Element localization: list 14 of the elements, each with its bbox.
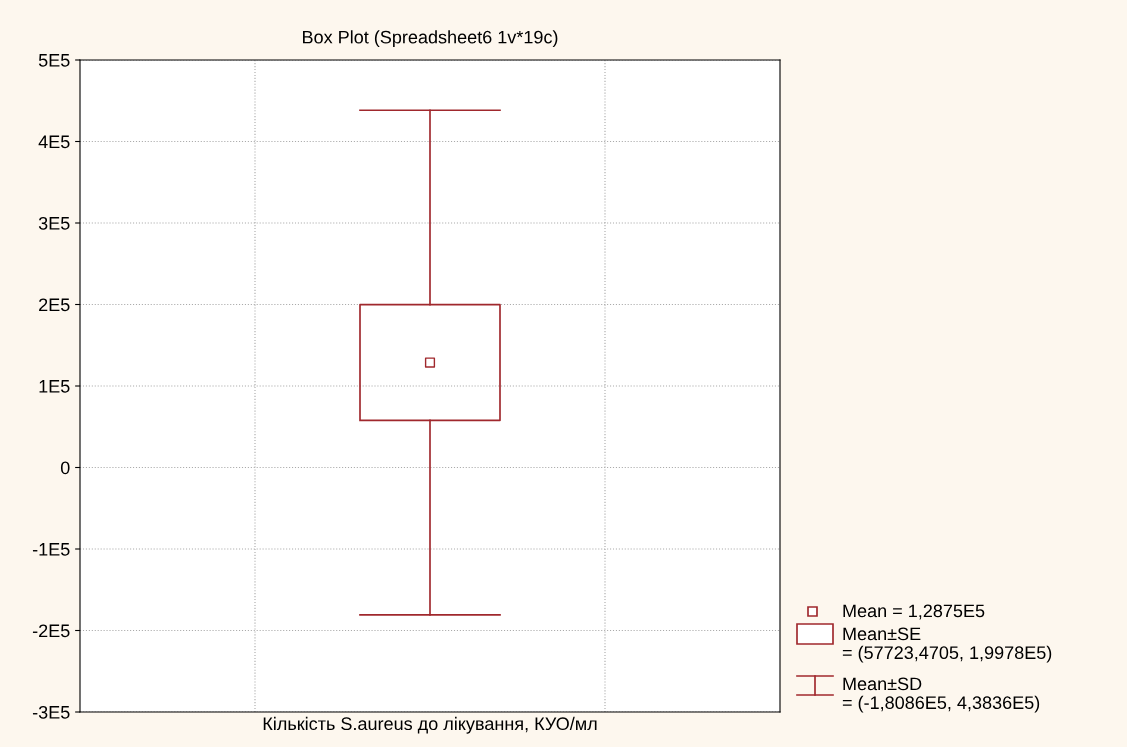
text: Mean = 1,2875E5 xyxy=(843,604,985,620)
text: Mean±SD = (-1,8086E5, 4,3836E5) xyxy=(842,677,1040,713)
y-tick-label: -3E5 xyxy=(32,705,70,719)
y-tick-label: 1E5 xyxy=(39,380,70,393)
y-tick-label: 3E5 xyxy=(38,216,70,230)
y-tick-label: 4E5 xyxy=(38,135,70,149)
chart-title: Box Plot (Spreadsheet6 1v*19c) xyxy=(303,30,558,48)
text: Mean±SE = (57723,4705, 1,9978E5) xyxy=(842,627,1052,663)
x-tick-label: Кількість S.aureus до лікування, КУО/мл xyxy=(263,716,597,734)
y-tick-label: 5E5 xyxy=(38,54,70,67)
y-tick-label: 2E5 xyxy=(39,298,70,312)
y-tick-label: -2E5 xyxy=(32,624,70,638)
y-tick-label: -1E5 xyxy=(32,543,70,556)
y-tick-label: 0 xyxy=(60,461,70,475)
